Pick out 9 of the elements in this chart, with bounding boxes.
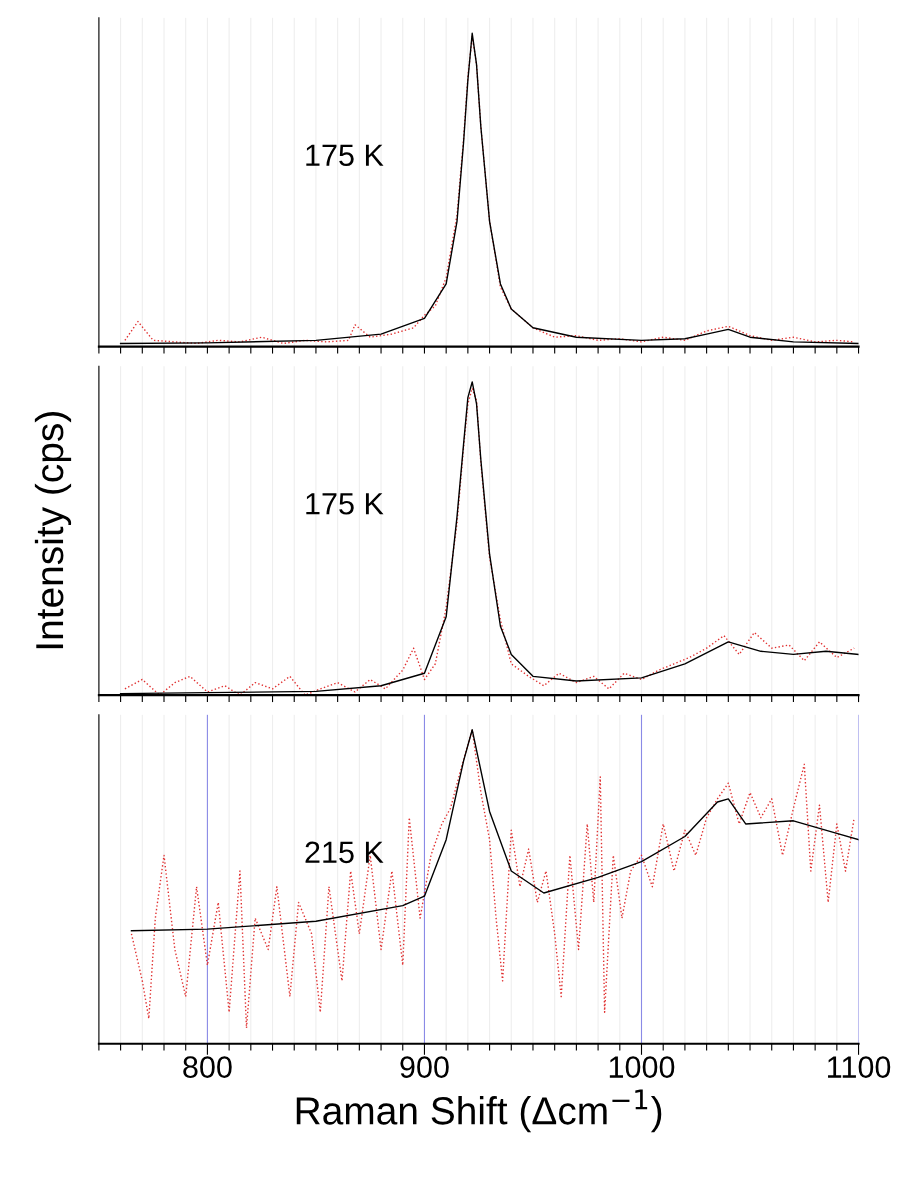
y-axis-title: Intensity (cps) [34, 412, 72, 649]
x-tick-label: 1100 [828, 1056, 891, 1078]
x-tick-label: 900 [400, 1056, 449, 1078]
annotation: 215 K [305, 841, 384, 864]
annotation: 175 K [306, 144, 384, 167]
x-tick-label: 800 [183, 1056, 232, 1078]
x-tick-label: 1000 [609, 1056, 675, 1078]
annotation: 175 K [306, 493, 384, 515]
x-axis-title: Raman Shift (Δcm$^{−1}$) [296, 1089, 662, 1133]
